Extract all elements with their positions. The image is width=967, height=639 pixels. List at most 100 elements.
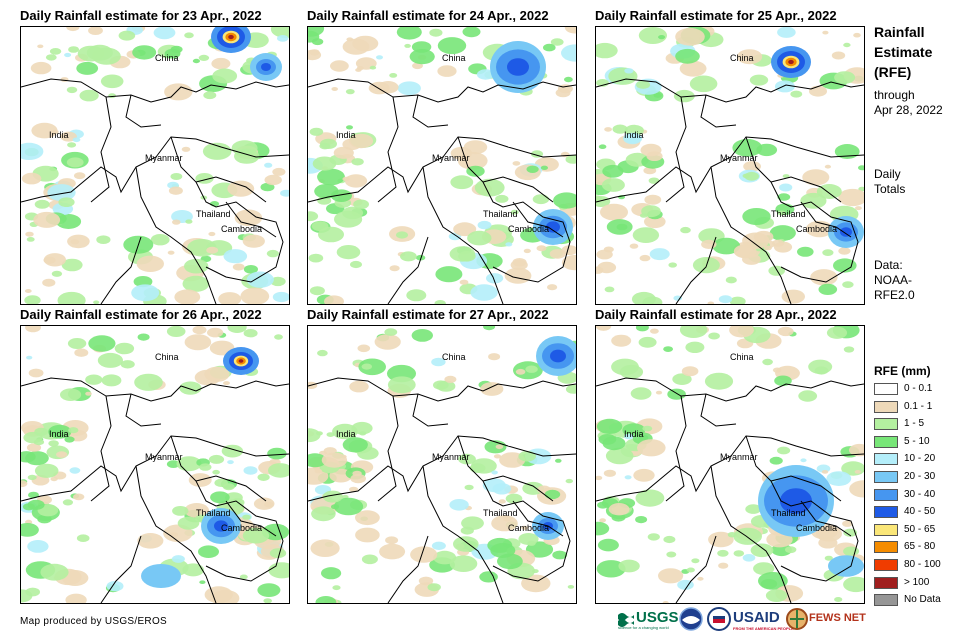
rainfall-map: China India Myanmar Thailand Cambodia (595, 325, 865, 604)
panel-title: Daily Rainfall estimate for 24 Apr., 202… (307, 8, 549, 23)
legend-swatch (874, 383, 898, 395)
side-heading-line-2: Estimate (874, 44, 933, 60)
side-through: through Apr 28, 2022 (874, 88, 943, 118)
usaid-seal-icon (707, 607, 731, 631)
side-data-line-1: Data: (874, 258, 903, 272)
legend-label: 65 - 80 (904, 541, 936, 553)
country-label-thailand: Thailand (196, 508, 231, 518)
panel-title: Daily Rainfall estimate for 28 Apr., 202… (595, 307, 837, 322)
legend-swatch (874, 453, 898, 466)
side-heading: Rainfall Estimate (RFE) (874, 22, 932, 82)
rainfall-map: China India Myanmar Thailand Cambodia (307, 26, 577, 305)
legend-label: 30 - 40 (904, 488, 936, 500)
legend-swatch (874, 418, 898, 431)
side-data-source: Data: NOAA- RFE2.0 (874, 258, 915, 303)
map-canvas (308, 27, 576, 304)
noaa-seal-icon (679, 607, 703, 631)
legend-label: No Data (904, 594, 941, 606)
rainfall-map: China India Myanmar Thailand Cambodia (307, 325, 577, 604)
country-label-myanmar: Myanmar (432, 153, 470, 163)
side-totals-line-2: Totals (874, 182, 906, 196)
rainfall-map: China India Myanmar Thailand Cambodia (20, 26, 290, 305)
side-totals: Daily Totals (874, 167, 905, 197)
side-through-line-1: through (874, 88, 915, 102)
legend-swatch (874, 506, 898, 519)
side-totals-line-1: Daily (874, 167, 901, 181)
side-heading-line-3: (RFE) (874, 64, 912, 80)
country-label-cambodia: Cambodia (796, 523, 838, 533)
legend-label: 1 - 5 (904, 418, 925, 430)
map-canvas (21, 326, 289, 603)
legend-label: 5 - 10 (904, 435, 930, 447)
country-label-myanmar: Myanmar (720, 452, 758, 462)
country-label-india: India (49, 429, 69, 439)
legend-swatch (874, 576, 898, 589)
country-label-china: China (155, 53, 179, 63)
legend-label: 40 - 50 (904, 506, 936, 518)
country-label-india: India (336, 429, 356, 439)
country-label-china: China (442, 53, 466, 63)
legend-swatch (874, 594, 898, 607)
side-through-date: Apr 28, 2022 (874, 103, 943, 117)
fewsnet-wordmark: FEWS NET (809, 612, 866, 624)
side-data-line-3: RFE2.0 (874, 288, 915, 302)
country-label-india: India (336, 130, 356, 140)
country-label-myanmar: Myanmar (432, 452, 470, 462)
legend-swatch (874, 559, 898, 571)
legend-swatch (874, 523, 898, 536)
legend-title: RFE (mm) (874, 364, 931, 378)
country-label-india: India (49, 130, 69, 140)
usaid-wordmark: USAID (733, 609, 780, 626)
usgs-wordmark: USGS (636, 609, 679, 626)
usgs-logo: USGS science for a changing world (618, 607, 679, 633)
country-label-china: China (442, 352, 466, 362)
rainfall-map: China India Myanmar Thailand Cambodia (595, 26, 865, 305)
legend-label: 20 - 30 (904, 471, 936, 482)
country-label-india: India (624, 429, 644, 439)
noaa-logo (679, 607, 703, 633)
map-canvas (596, 27, 864, 304)
country-label-thailand: Thailand (771, 508, 806, 518)
country-label-myanmar: Myanmar (720, 153, 758, 163)
legend-swatch (874, 435, 898, 448)
side-data-line-2: NOAA- (874, 273, 913, 287)
country-label-china: China (730, 352, 754, 362)
legend-swatch (874, 488, 898, 501)
usaid-logo: USAID FROM THE AMERICAN PEOPLE (707, 607, 794, 633)
country-label-cambodia: Cambodia (508, 224, 550, 234)
fewsnet-globe-icon (786, 608, 808, 630)
usgs-tagline: science for a changing world (618, 625, 669, 630)
country-label-thailand: Thailand (483, 508, 518, 518)
footer-credit: Map produced by USGS/EROS (20, 616, 168, 627)
legend-swatch (874, 541, 898, 554)
panel-title: Daily Rainfall estimate for 27 Apr., 202… (307, 307, 549, 322)
country-label-thailand: Thailand (196, 209, 231, 219)
country-label-myanmar: Myanmar (145, 452, 183, 462)
country-label-cambodia: Cambodia (221, 224, 263, 234)
country-label-cambodia: Cambodia (508, 523, 550, 533)
panel-title: Daily Rainfall estimate for 25 Apr., 202… (595, 8, 837, 23)
country-label-india: India (624, 130, 644, 140)
country-label-myanmar: Myanmar (145, 153, 183, 163)
legend-swatch (874, 400, 898, 413)
map-canvas (596, 326, 864, 603)
panel-title: Daily Rainfall estimate for 23 Apr., 202… (20, 8, 262, 23)
legend-label: 50 - 65 (904, 523, 936, 535)
country-label-cambodia: Cambodia (221, 523, 263, 533)
fewsnet-logo: FEWS NET (786, 607, 866, 633)
legend-label: 10 - 20 (904, 453, 936, 465)
legend-label: 0.1 - 1 (904, 400, 933, 412)
country-label-china: China (155, 352, 179, 362)
legend-label: > 100 (904, 576, 930, 588)
legend-label: 0 - 0.1 (904, 383, 933, 394)
country-label-cambodia: Cambodia (796, 224, 838, 234)
country-label-thailand: Thailand (483, 209, 518, 219)
rainfall-map: China India Myanmar Thailand Cambodia (20, 325, 290, 604)
country-label-china: China (730, 53, 754, 63)
legend-label: 80 - 100 (904, 559, 941, 570)
country-label-thailand: Thailand (771, 209, 806, 219)
side-heading-line-1: Rainfall (874, 24, 925, 40)
panel-title: Daily Rainfall estimate for 26 Apr., 202… (20, 307, 262, 322)
map-canvas (21, 27, 289, 304)
usgs-logo-mark (618, 613, 634, 627)
